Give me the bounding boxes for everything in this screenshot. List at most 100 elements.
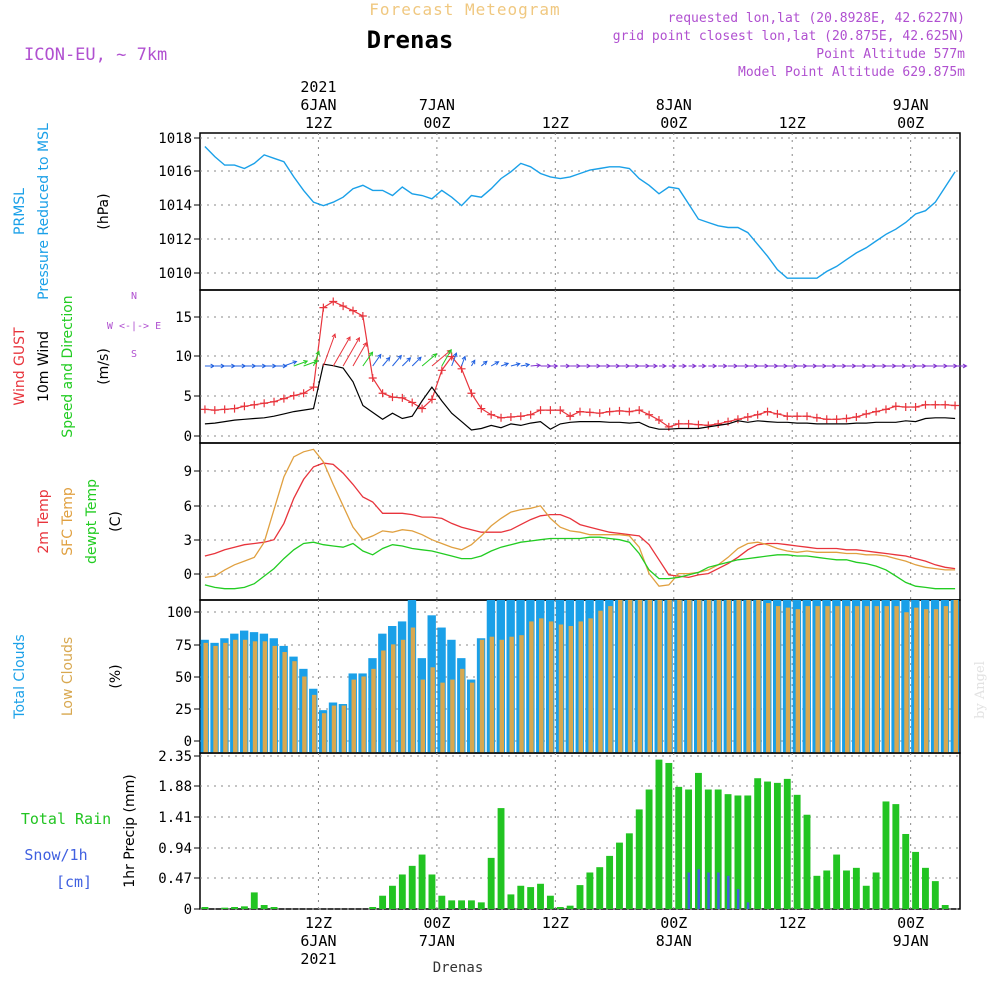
low-clouds-bar	[381, 650, 386, 753]
low-clouds-bar	[835, 606, 840, 753]
low-clouds-bar	[785, 607, 791, 753]
panel-frame	[199, 132, 961, 291]
snow-unit-label: [cm]	[56, 873, 92, 891]
low-clouds-bar	[914, 607, 919, 753]
gust-marker	[842, 414, 851, 423]
y-tick-label: 1012	[158, 232, 192, 248]
y-axis-label: Pressure Reduced to MSL	[36, 123, 52, 300]
gust-marker	[230, 404, 239, 413]
rain-bar	[902, 833, 910, 909]
low-clouds-bar	[341, 705, 347, 753]
rain-bar	[744, 795, 752, 909]
top-axis-label: 9JAN	[893, 96, 929, 114]
rain-bar	[724, 794, 732, 909]
low-clouds-bar	[371, 668, 376, 753]
gust-marker	[536, 406, 545, 415]
bottom-axis-label: 12Z	[779, 914, 806, 932]
gust-marker	[753, 410, 762, 419]
gust-marker	[467, 389, 476, 398]
rain-bar	[458, 900, 465, 909]
wind-arrow	[411, 356, 422, 367]
rain-bar	[497, 808, 505, 909]
wind-arrow-head	[783, 363, 789, 369]
top-axis-label: 00Z	[897, 114, 924, 132]
low-clouds-bar	[677, 600, 682, 753]
rain-bar	[872, 872, 880, 909]
rain-bar	[803, 814, 811, 909]
low-clouds-bar	[637, 600, 643, 753]
gust-marker	[427, 395, 436, 404]
gust-marker	[605, 407, 614, 416]
gust-marker	[319, 303, 328, 312]
y-tick-label: 0	[184, 567, 192, 583]
gust-marker	[921, 400, 930, 409]
low-clouds-bar	[775, 606, 781, 753]
y-tick-label: 1.88	[158, 779, 192, 795]
low-clouds-bar	[460, 668, 465, 753]
rain-bar	[655, 759, 663, 909]
gust-marker	[339, 302, 348, 311]
y-axis-label: Total Clouds	[12, 634, 28, 719]
wind-arrow-head	[376, 353, 382, 359]
wind-arrow-head	[536, 363, 542, 368]
gust-marker	[289, 391, 298, 400]
low-clouds-bar	[696, 600, 702, 753]
wind-arrow-head	[862, 363, 867, 369]
rain-bar	[408, 865, 416, 909]
gust-marker	[674, 419, 683, 428]
y-tick-label: 1.41	[158, 810, 192, 826]
bottom-axis-label: 12Z	[542, 914, 569, 932]
rain-bar	[793, 794, 801, 909]
rain-bar	[477, 902, 485, 909]
wind-arrow-head	[303, 360, 309, 365]
low-clouds-bar	[923, 609, 929, 753]
low-clouds-bar	[292, 661, 297, 753]
wind-arrow	[480, 360, 488, 367]
low-clouds-bar	[312, 694, 317, 753]
y-axis-label: Wind GUST	[12, 327, 28, 406]
gust-marker	[250, 400, 259, 409]
low-clouds-bar	[884, 606, 889, 753]
low-clouds-bar	[440, 682, 445, 753]
rain-bar	[201, 907, 209, 909]
wind-arrow	[293, 360, 308, 367]
rain-bar	[507, 894, 515, 909]
low-clouds-bar	[953, 600, 959, 753]
low-clouds-bar	[203, 642, 208, 753]
wind-arrow	[372, 354, 382, 367]
wind-arrow-head	[682, 363, 688, 369]
low-clouds-bar	[726, 600, 732, 753]
wind-arrow-head	[722, 363, 728, 369]
rain-bar	[467, 900, 475, 909]
low-clouds-bar	[233, 639, 238, 753]
rain-bar	[813, 875, 821, 909]
rain-bar	[734, 795, 742, 909]
y-tick-label: 15	[175, 310, 192, 326]
wind-arrow-head	[515, 362, 521, 367]
wind-arrow	[332, 336, 351, 367]
gust-marker	[704, 421, 713, 430]
rain-bar	[843, 870, 850, 909]
rain-bar	[922, 867, 929, 909]
low-clouds-bar	[815, 606, 820, 753]
wind-arrow	[441, 349, 452, 367]
wind-arrow-head	[892, 363, 897, 369]
snow-bar	[707, 872, 710, 909]
y-tick-label: 25	[175, 702, 192, 718]
gust-marker	[566, 412, 575, 421]
rain-bar	[527, 887, 535, 909]
low-clouds-bar	[845, 606, 850, 753]
low-clouds-bar	[430, 667, 435, 753]
rain-bar	[260, 905, 268, 909]
rain-bar	[418, 854, 426, 909]
top-axis-label: 12Z	[779, 114, 806, 132]
rain-bar	[833, 854, 841, 909]
rain-bar	[912, 851, 920, 909]
rain-bar	[852, 867, 860, 909]
y-tick-label: 0	[184, 734, 192, 750]
gust-marker	[556, 406, 565, 415]
gust-marker	[585, 408, 594, 417]
low-clouds-bar	[864, 606, 870, 753]
wind-arrow-head	[851, 363, 857, 369]
